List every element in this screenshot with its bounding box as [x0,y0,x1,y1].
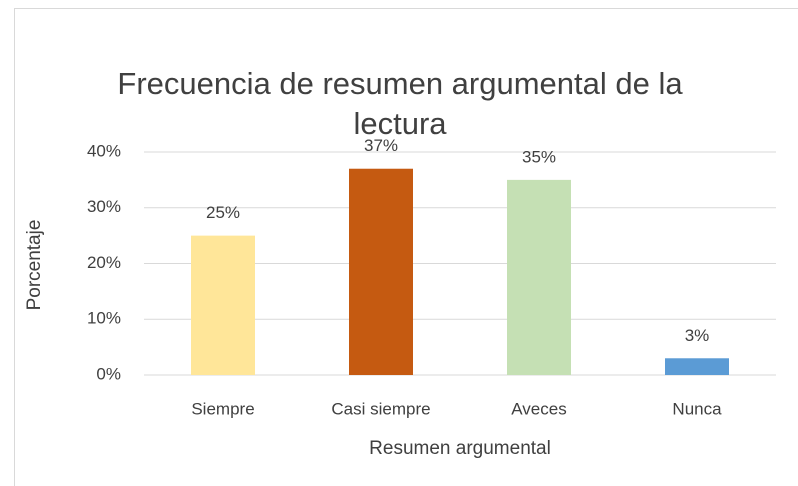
bar [507,179,571,375]
y-tick-label: 10% [87,309,121,328]
data-label: 37% [364,136,398,155]
y-tick-label: 40% [87,141,121,160]
x-axis-label: Resumen argumental [369,438,551,459]
x-tick-label: Casi siempre [331,399,430,418]
y-tick-label: 0% [96,364,121,383]
data-label: 35% [522,147,556,166]
x-tick-label: Nunca [672,399,722,418]
x-tick-label: Aveces [511,399,566,418]
data-label: 3% [685,326,710,345]
bar [349,168,413,375]
x-tick-label: Siempre [191,399,254,418]
chart-border [14,8,798,486]
chart-title: Frecuencia de resumen argumental de la l… [117,66,683,141]
y-axis-label: Porcentaje [24,220,45,311]
y-tick-label: 20% [87,253,121,272]
data-label: 25% [206,203,240,222]
bar [191,235,255,375]
bar [665,358,729,375]
y-tick-label: 30% [87,197,121,216]
